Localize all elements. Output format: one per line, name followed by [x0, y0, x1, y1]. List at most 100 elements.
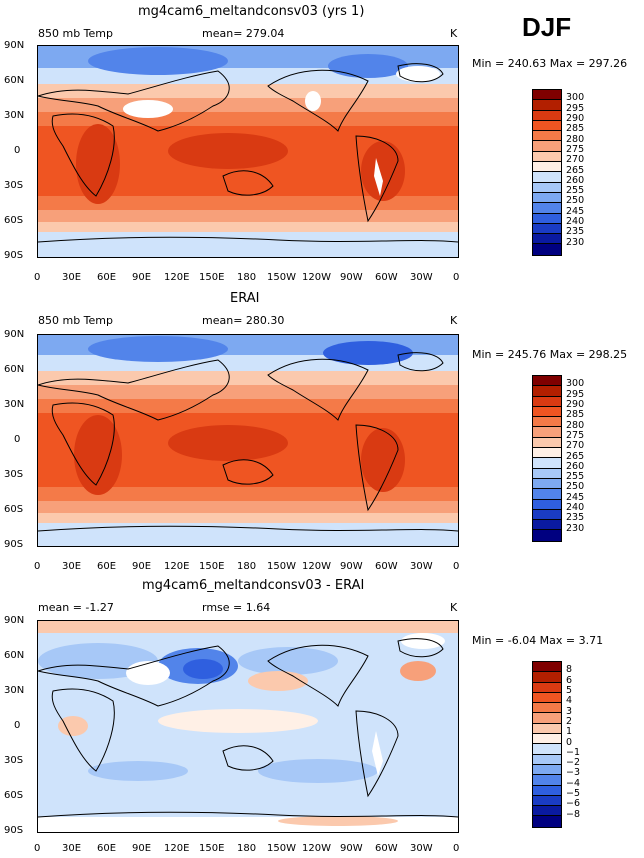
- panel-1-variable-label: 850 mb Temp: [38, 27, 114, 40]
- colorbar-tick-label: 8: [566, 664, 573, 676]
- colorbar-swatch: [533, 499, 561, 510]
- colorbar-swatch: [533, 489, 561, 500]
- lon-label: 120W: [302, 843, 331, 854]
- colorbar-swatch: [533, 223, 561, 235]
- lon-label: 0: [453, 272, 460, 283]
- colorbar-swatch: [533, 795, 561, 807]
- colorbar-swatch: [533, 478, 561, 490]
- lat-label: 90S: [4, 250, 24, 261]
- colorbar-tick-label: 230: [566, 522, 585, 534]
- colorbar-swatch: [533, 764, 561, 776]
- colorbar-swatch: [533, 234, 561, 245]
- colorbar-tick-label: 285: [566, 123, 585, 135]
- panel-3-map: [37, 620, 459, 833]
- colorbar-tick-label: −2: [566, 757, 581, 769]
- colorbar-tick-label: −6: [566, 798, 581, 810]
- colorbar-swatch: [533, 509, 561, 521]
- colorbar-swatch: [533, 713, 561, 724]
- colorbar-swatch: [533, 213, 561, 224]
- colorbar-swatch: [533, 244, 561, 255]
- colorbar-tick-label: 6: [566, 674, 573, 686]
- lon-label: 60W: [375, 561, 398, 572]
- lon-label: 180: [237, 272, 257, 283]
- lon-label: 0: [453, 843, 460, 854]
- colorbar-tick-label: 275: [566, 143, 585, 155]
- colorbar-swatch: [533, 806, 561, 817]
- colorbar-swatch: [533, 785, 561, 796]
- lat-label: 0: [14, 145, 21, 156]
- lon-label: 90E: [132, 272, 152, 283]
- panel-3-rmse-label: rmse = 1.64: [202, 601, 271, 614]
- colorbar-tick-label: 235: [566, 226, 585, 238]
- lat-label: 30S: [4, 755, 24, 766]
- lon-label: 150W: [267, 272, 296, 283]
- lat-label: 60N: [4, 650, 25, 661]
- lon-label: 0: [34, 272, 41, 283]
- panel-3-colorbar: [532, 661, 562, 828]
- colorbar-tick-label: 270: [566, 440, 585, 452]
- panel-1-mean-label: mean= 279.04: [202, 27, 285, 40]
- colorbar-swatch: [533, 723, 561, 735]
- colorbar-tick-label: 3: [566, 705, 573, 717]
- panel-3-minmax: Min = -6.04 Max = 3.71: [472, 634, 604, 647]
- colorbar-swatch: [533, 203, 561, 214]
- panel-2-minmax: Min = 245.76 Max = 298.25: [472, 348, 628, 361]
- colorbar-swatch: [533, 100, 561, 111]
- colorbar-swatch: [533, 376, 561, 387]
- lon-label: 150E: [199, 561, 225, 572]
- colorbar-tick-label: 250: [566, 195, 585, 207]
- panel-1-title: mg4cam6_meltandconsv03 (yrs 1): [138, 4, 365, 19]
- panel-3-title: mg4cam6_meltandconsv03 - ERAI: [142, 578, 365, 593]
- lon-label: 60E: [97, 843, 117, 854]
- lat-label: 30N: [4, 399, 25, 410]
- colorbar-tick-label: −5: [566, 788, 581, 800]
- lon-label: 90W: [340, 272, 363, 283]
- colorbar-swatch: [533, 458, 561, 469]
- panel-1-minmax: Min = 240.63 Max = 297.26: [472, 57, 628, 70]
- panel-2-mean-label: mean= 280.30: [202, 314, 285, 327]
- colorbar-tick-label: 245: [566, 205, 585, 217]
- lon-label: 60W: [375, 272, 398, 283]
- colorbar-tick-label: 255: [566, 471, 585, 483]
- colorbar-swatch: [533, 662, 561, 673]
- lon-label: 60W: [375, 843, 398, 854]
- colorbar-tick-label: 235: [566, 512, 585, 524]
- colorbar-swatch: [533, 131, 561, 142]
- colorbar-swatch: [533, 151, 561, 163]
- lon-label: 30E: [62, 843, 82, 854]
- colorbar-tick-label: 5: [566, 684, 573, 696]
- lat-label: 90N: [4, 329, 25, 340]
- colorbar-swatch: [533, 530, 561, 541]
- colorbar-swatch: [533, 427, 561, 438]
- colorbar-tick-label: 265: [566, 164, 585, 176]
- colorbar-tick-label: 4: [566, 695, 573, 707]
- colorbar-swatch: [533, 744, 561, 755]
- lon-label: 0: [453, 561, 460, 572]
- lon-label: 90E: [132, 561, 152, 572]
- colorbar-tick-label: −8: [566, 808, 581, 820]
- colorbar-tick-label: 280: [566, 419, 585, 431]
- colorbar-swatch: [533, 816, 561, 827]
- panel-1-map: [37, 45, 459, 258]
- lat-label: 90S: [4, 539, 24, 550]
- colorbar-tick-label: −1: [566, 746, 581, 758]
- lon-label: 0: [34, 561, 41, 572]
- lon-label: 120E: [164, 561, 190, 572]
- colorbar-tick-label: 265: [566, 450, 585, 462]
- colorbar-tick-label: 240: [566, 502, 585, 514]
- colorbar-tick-label: 285: [566, 409, 585, 421]
- colorbar-swatch: [533, 396, 561, 407]
- colorbar-tick-label: 250: [566, 481, 585, 493]
- colorbar-tick-label: 0: [566, 736, 573, 748]
- colorbar-tick-label: 260: [566, 460, 585, 472]
- colorbar-tick-label: −3: [566, 767, 581, 779]
- lat-label: 60S: [4, 504, 24, 515]
- colorbar-tick-label: 245: [566, 491, 585, 503]
- colorbar-swatch: [533, 192, 561, 204]
- lat-label: 0: [14, 720, 21, 731]
- lat-label: 60S: [4, 790, 24, 801]
- colorbar-swatch: [533, 386, 561, 397]
- season-label: DJF: [522, 12, 572, 42]
- colorbar-swatch: [533, 703, 561, 714]
- colorbar-tick-label: 290: [566, 112, 585, 124]
